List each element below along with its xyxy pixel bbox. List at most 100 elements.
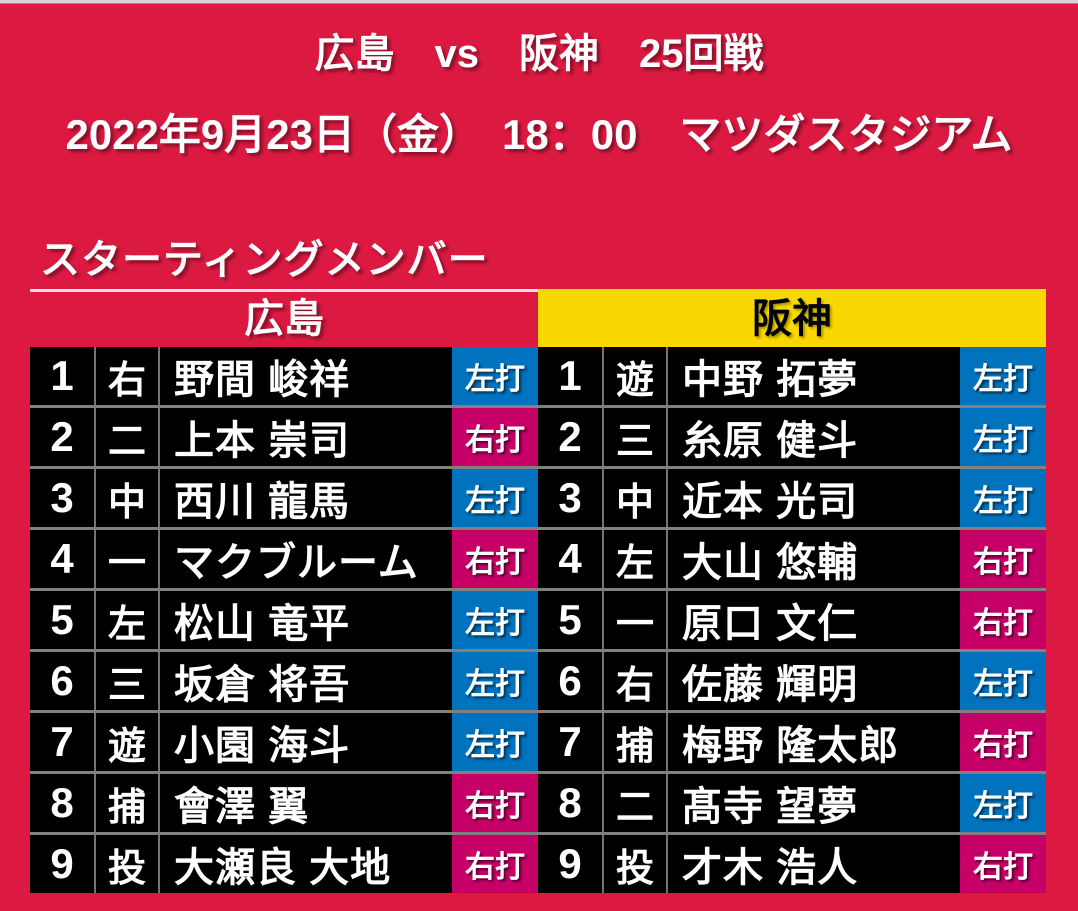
lineup-row: 9 投 才木 浩人 右打 — [538, 832, 1046, 893]
bats-badge: 左打 — [452, 469, 538, 527]
batting-order: 8 — [538, 774, 604, 832]
lineup-row: 3 中 近本 光司 左打 — [538, 466, 1046, 527]
bats-badge: 右打 — [960, 591, 1046, 649]
position: 三 — [96, 652, 160, 710]
bats-badge: 右打 — [960, 713, 1046, 771]
batting-order: 4 — [538, 530, 604, 588]
lineup-row: 4 一 マクブルーム 右打 — [30, 527, 538, 588]
lineup-row: 4 左 大山 悠輔 右打 — [538, 527, 1046, 588]
player-name: 小園 海斗 — [174, 724, 351, 768]
position: 二 — [96, 408, 160, 466]
lineup-panel: スターティングメンバー 広島 阪神 1 右 野間 峻祥 左打 2 二 上本 崇司… — [30, 232, 1046, 893]
batting-order: 9 — [30, 835, 96, 893]
lineup-row: 6 右 佐藤 輝明 左打 — [538, 649, 1046, 710]
lineup-row: 1 遊 中野 拓夢 左打 — [538, 347, 1046, 405]
batting-order: 6 — [30, 652, 96, 710]
lineup-row: 1 右 野間 峻祥 左打 — [30, 347, 538, 405]
position: 二 — [604, 774, 668, 832]
position: 右 — [96, 347, 160, 405]
batting-order: 4 — [30, 530, 96, 588]
player-name: 松山 竜平 — [174, 602, 351, 646]
bats-badge: 右打 — [452, 530, 538, 588]
lineup-row: 6 三 坂倉 将吾 左打 — [30, 649, 538, 710]
lineup-row: 3 中 西川 龍馬 左打 — [30, 466, 538, 527]
bats-badge: 左打 — [960, 774, 1046, 832]
top-border — [0, 0, 1078, 4]
lineup-row: 5 左 松山 竜平 左打 — [30, 588, 538, 649]
position: 右 — [604, 652, 668, 710]
player-name: 坂倉 将吾 — [174, 663, 351, 707]
bats-badge: 左打 — [960, 469, 1046, 527]
batting-order: 1 — [538, 347, 604, 405]
player-name: 會澤 翼 — [174, 785, 310, 829]
team-header-hiroshima: 広島 — [30, 289, 538, 347]
bats-badge: 右打 — [452, 774, 538, 832]
player-name: 髙寺 望夢 — [682, 785, 859, 829]
section-title: スターティングメンバー — [40, 238, 489, 282]
player-name: 西川 龍馬 — [174, 480, 351, 524]
player-name: 才木 浩人 — [682, 846, 859, 890]
player-name: 糸原 健斗 — [682, 419, 859, 463]
player-name: マクブルーム — [174, 541, 419, 585]
bats-badge: 左打 — [960, 347, 1046, 405]
lineup-row: 8 二 髙寺 望夢 左打 — [538, 771, 1046, 832]
position: 三 — [604, 408, 668, 466]
player-name: 大瀬良 大地 — [174, 846, 392, 890]
bats-badge: 左打 — [452, 591, 538, 649]
position: 投 — [96, 835, 160, 893]
match-datetime: 2022年9月23日（金） 18：00 マツダスタジアム — [65, 111, 1013, 158]
position: 捕 — [96, 774, 160, 832]
player-name: 上本 崇司 — [174, 419, 351, 463]
lineup-grid: 1 右 野間 峻祥 左打 2 二 上本 崇司 右打 3 中 西川 龍馬 左打 4… — [30, 347, 1046, 893]
team-header-hanshin: 阪神 — [538, 289, 1046, 347]
bats-badge: 左打 — [452, 652, 538, 710]
bats-badge: 左打 — [960, 652, 1046, 710]
position: 中 — [96, 469, 160, 527]
player-name: 近本 光司 — [682, 480, 859, 524]
batting-order: 1 — [30, 347, 96, 405]
position: 一 — [96, 530, 160, 588]
lineup-row: 2 三 糸原 健斗 左打 — [538, 405, 1046, 466]
position: 中 — [604, 469, 668, 527]
lineup-row: 2 二 上本 崇司 右打 — [30, 405, 538, 466]
lineup-row: 8 捕 會澤 翼 右打 — [30, 771, 538, 832]
position: 遊 — [604, 347, 668, 405]
position: 左 — [604, 530, 668, 588]
player-name: 野間 峻祥 — [174, 358, 351, 402]
position: 一 — [604, 591, 668, 649]
hiroshima-lineup-table: 1 右 野間 峻祥 左打 2 二 上本 崇司 右打 3 中 西川 龍馬 左打 4… — [30, 347, 538, 893]
batting-order: 6 — [538, 652, 604, 710]
lineup-row: 9 投 大瀬良 大地 右打 — [30, 832, 538, 893]
batting-order: 3 — [538, 469, 604, 527]
hanshin-lineup-table: 1 遊 中野 拓夢 左打 2 三 糸原 健斗 左打 3 中 近本 光司 左打 4… — [538, 347, 1046, 893]
player-name: 梅野 隆太郎 — [682, 724, 900, 768]
bats-badge: 左打 — [452, 713, 538, 771]
batting-order: 2 — [30, 408, 96, 466]
batting-order: 3 — [30, 469, 96, 527]
batting-order: 5 — [30, 591, 96, 649]
batting-order: 9 — [538, 835, 604, 893]
lineup-row: 5 一 原口 文仁 右打 — [538, 588, 1046, 649]
lineup-row: 7 遊 小園 海斗 左打 — [30, 710, 538, 771]
player-name: 佐藤 輝明 — [682, 663, 859, 707]
bats-badge: 左打 — [960, 408, 1046, 466]
player-name: 中野 拓夢 — [682, 358, 859, 402]
bats-badge: 右打 — [452, 835, 538, 893]
lineup-row: 7 捕 梅野 隆太郎 右打 — [538, 710, 1046, 771]
bats-badge: 右打 — [960, 530, 1046, 588]
position: 捕 — [604, 713, 668, 771]
batting-order: 7 — [538, 713, 604, 771]
player-name: 原口 文仁 — [682, 602, 859, 646]
bats-badge: 右打 — [452, 408, 538, 466]
position: 左 — [96, 591, 160, 649]
match-title: 広島 vs 阪神 25回戦 — [314, 32, 764, 76]
batting-order: 7 — [30, 713, 96, 771]
position: 投 — [604, 835, 668, 893]
batting-order: 8 — [30, 774, 96, 832]
team-headers: 広島 阪神 — [30, 289, 1046, 347]
player-name: 大山 悠輔 — [682, 541, 859, 585]
batting-order: 5 — [538, 591, 604, 649]
bats-badge: 左打 — [452, 347, 538, 405]
position: 遊 — [96, 713, 160, 771]
